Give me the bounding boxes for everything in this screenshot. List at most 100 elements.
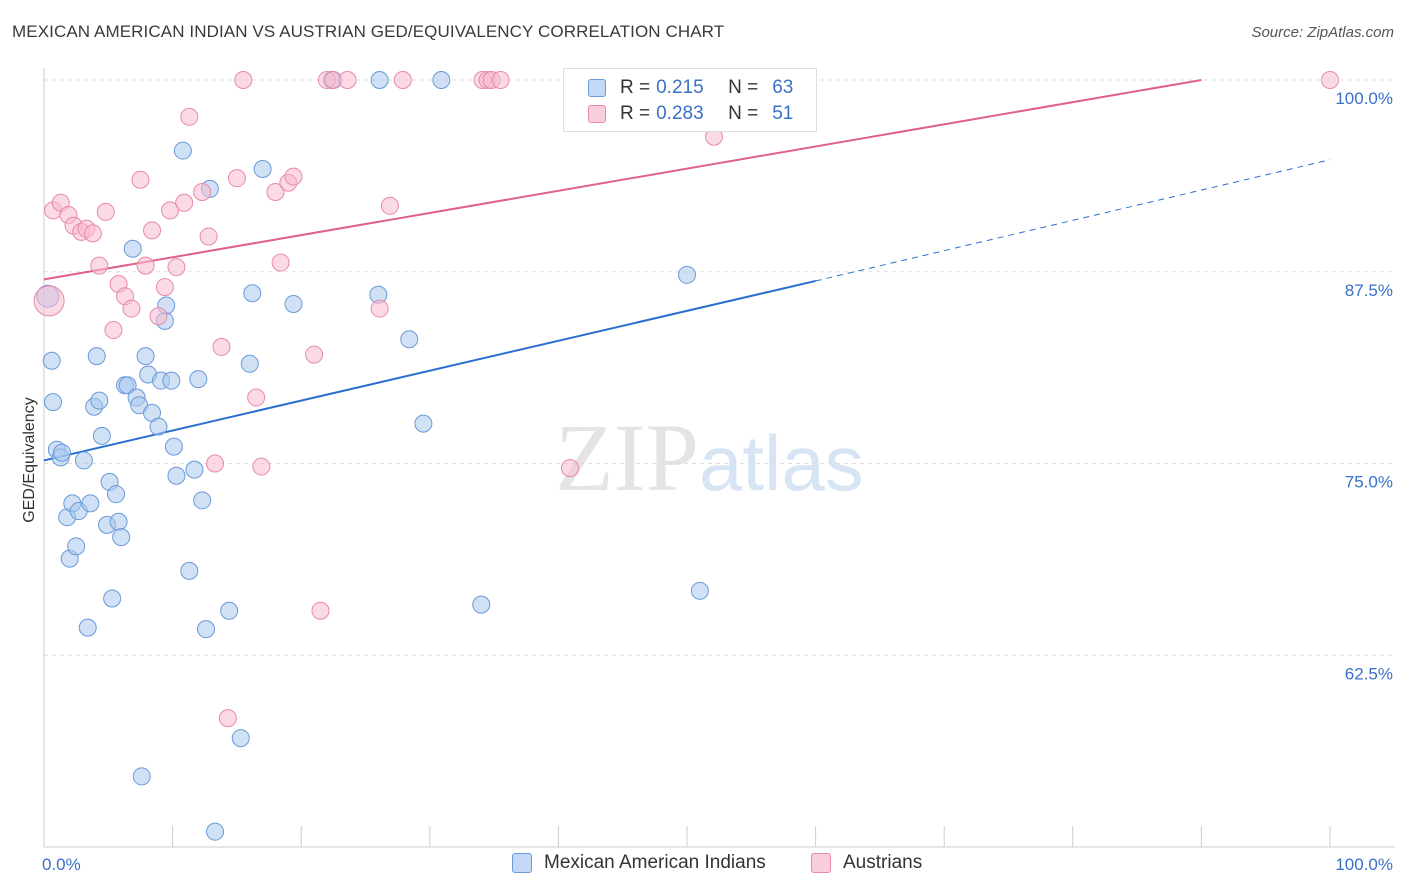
point-austrians	[491, 71, 510, 89]
point-mexican-american-indians	[90, 391, 109, 410]
legend-item-austrians[interactable]: Austrians	[811, 852, 922, 874]
point-austrians	[560, 459, 579, 478]
y-tick-label: 100.0%	[1335, 89, 1393, 108]
point-mexican-american-indians	[197, 620, 216, 639]
point-mexican-american-indians	[53, 443, 72, 462]
tick-labels: 62.5% 75.0% 87.5% 100.0% 0.0% 100.0%	[42, 89, 1393, 874]
legend-n-label: N =	[728, 77, 759, 98]
point-austrians	[167, 258, 186, 277]
point-mexican-american-indians	[87, 347, 106, 366]
point-mexican-american-indians	[118, 376, 137, 395]
legend-label: Mexican American Indians	[544, 852, 766, 873]
point-austrians	[305, 345, 324, 364]
point-mexican-american-indians	[370, 71, 389, 89]
legend-swatch-pink	[811, 853, 831, 873]
y-tick-label: 87.5%	[1345, 281, 1393, 300]
point-mexican-american-indians	[149, 417, 168, 436]
point-austrians	[227, 169, 246, 188]
point-mexican-american-indians	[432, 71, 451, 89]
point-austrians	[212, 337, 231, 356]
point-mexican-american-indians	[44, 393, 63, 412]
x-tick-label-max: 100.0%	[1335, 855, 1393, 874]
point-mexican-american-indians	[167, 466, 186, 485]
point-mexican-american-indians	[109, 512, 128, 531]
point-austrians	[122, 299, 141, 318]
point-austrians	[284, 167, 303, 186]
point-austrians	[393, 71, 412, 89]
point-austrians	[271, 253, 290, 272]
point-austrians	[175, 193, 194, 212]
point-mexican-american-indians	[189, 370, 208, 389]
point-austrians	[136, 256, 155, 275]
point-mexican-american-indians	[136, 347, 155, 366]
point-austrians	[104, 321, 123, 340]
point-mexican-american-indians	[243, 284, 262, 303]
point-austrians	[370, 299, 389, 318]
point-mexican-american-indians	[240, 354, 259, 373]
point-austrians	[380, 196, 399, 215]
point-austrians	[338, 71, 357, 89]
point-mexican-american-indians	[690, 581, 709, 600]
series-legend: Mexican American Indians Austrians	[0, 852, 1406, 876]
point-austrians	[149, 307, 168, 326]
legend-r-value: 0.283	[656, 103, 704, 124]
point-mexican-american-indians	[231, 729, 250, 748]
legend-item-mexican-american-indians[interactable]: Mexican American Indians	[512, 852, 766, 874]
point-mexican-american-indians	[78, 618, 97, 637]
point-mexican-american-indians	[132, 767, 151, 786]
legend-swatch-blue	[588, 79, 606, 97]
legend-label: Austrians	[843, 852, 923, 873]
point-mexican-american-indians	[206, 822, 225, 841]
point-austrians	[33, 285, 65, 317]
point-austrians	[199, 227, 218, 246]
legend-swatch-blue	[512, 853, 532, 873]
point-austrians	[1321, 71, 1339, 89]
y-tick-label: 75.0%	[1345, 473, 1393, 492]
source-label: Source: ZipAtlas.com	[1251, 24, 1394, 41]
point-austrians	[218, 709, 237, 728]
point-austrians	[180, 107, 199, 126]
legend-n-value: 51	[772, 103, 794, 124]
point-mexican-american-indians	[472, 595, 491, 614]
point-austrians	[143, 221, 162, 240]
point-mexican-american-indians	[42, 351, 61, 370]
point-mexican-american-indians	[162, 371, 181, 390]
legend-n-label: N =	[728, 103, 759, 124]
trend-line-extension	[815, 159, 1331, 282]
point-austrians	[161, 201, 180, 220]
point-mexican-american-indians	[253, 159, 272, 178]
chart-title: MEXICAN AMERICAN INDIAN VS AUSTRIAN GED/…	[12, 22, 725, 41]
point-mexican-american-indians	[180, 561, 199, 580]
watermark-zip: ZIP	[555, 404, 699, 511]
point-mexican-american-indians	[220, 601, 239, 620]
legend-r-value: 0.215	[656, 77, 704, 98]
point-mexican-american-indians	[112, 528, 131, 547]
point-mexican-american-indians	[123, 239, 142, 258]
point-austrians	[234, 71, 253, 89]
point-austrians	[247, 388, 266, 407]
trend-lines	[43, 79, 1331, 462]
point-austrians	[206, 454, 225, 473]
point-austrians	[90, 256, 109, 275]
point-mexican-american-indians	[400, 330, 419, 349]
trend-line-mexican-american-indians	[43, 279, 816, 462]
point-austrians	[96, 202, 115, 221]
legend-r-label: R =	[620, 103, 651, 124]
x-tick-label-min: 0.0%	[42, 855, 81, 874]
point-austrians	[193, 182, 212, 201]
point-austrians	[266, 182, 285, 201]
point-mexican-american-indians	[103, 589, 122, 608]
legend-n-value: 63	[772, 77, 794, 98]
legend-row-austrians: R = 0.283 N = 51	[588, 103, 793, 125]
point-mexican-american-indians	[164, 437, 183, 456]
stats-legend: R = 0.215 N = 63 R = 0.283 N = 51	[563, 68, 817, 132]
point-mexican-american-indians	[284, 294, 303, 313]
trend-line-austrians	[43, 79, 1202, 281]
point-mexican-american-indians	[193, 491, 212, 510]
data-points	[33, 71, 1339, 841]
point-mexican-american-indians	[74, 451, 93, 470]
legend-r-label: R =	[620, 77, 651, 98]
point-mexican-american-indians	[185, 460, 204, 479]
point-mexican-american-indians	[92, 426, 111, 445]
point-mexican-american-indians	[173, 141, 192, 160]
